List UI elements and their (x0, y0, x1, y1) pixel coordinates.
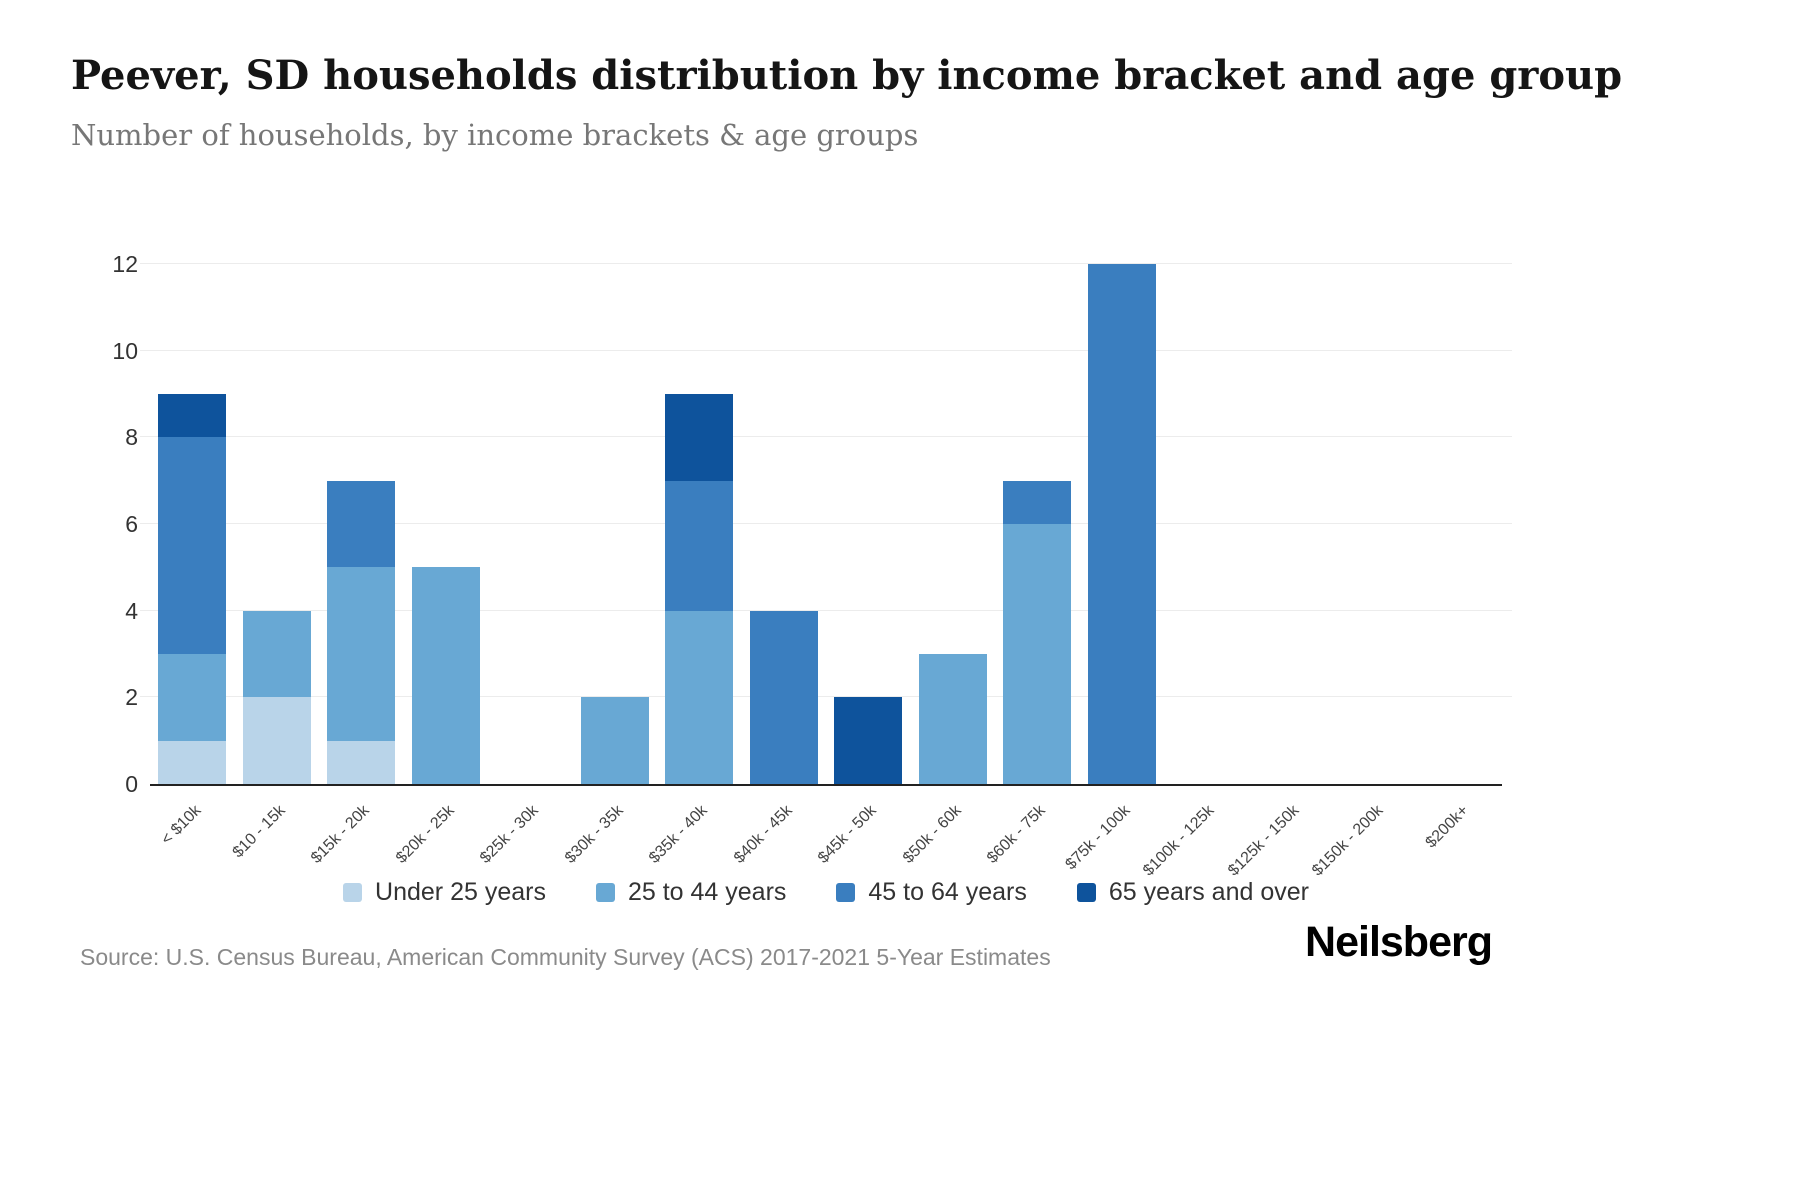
x-tick-label: $25k - 30k (477, 802, 543, 867)
legend-item[interactable]: Under 25 years (343, 878, 546, 907)
gridline (140, 609, 1512, 611)
x-tick-label: $35k - 40k (646, 802, 712, 867)
x-tick-label: $20k - 25k (393, 802, 459, 867)
bar-segment[interactable] (158, 437, 226, 654)
legend-swatch (595, 883, 615, 902)
x-tick-label: < $10k (157, 802, 205, 849)
chart: 0 2 4 6 8 10 12 < $10k $10 - 15k $15k - 20k $20k … (80, 251, 1560, 924)
legend-label: Under 25 years (375, 878, 546, 906)
bar-segment[interactable] (327, 480, 395, 568)
bar-segment[interactable] (243, 610, 311, 698)
legend-swatch (343, 883, 363, 902)
x-tick-label: $10 - 15k (229, 802, 290, 862)
legend-item[interactable]: 25 to 44 years (595, 878, 787, 907)
bar-segment[interactable] (158, 654, 226, 741)
y-tick-label: 4 (125, 597, 138, 624)
y-tick-label: 6 (125, 511, 138, 537)
bar-segment[interactable] (1003, 524, 1071, 784)
legend-label: 45 to 64 years (868, 878, 1027, 906)
bar-segment[interactable] (750, 610, 818, 784)
bar-segment[interactable] (243, 697, 311, 784)
x-tick-label: $40k - 45k (731, 802, 797, 867)
bar-segment[interactable] (1088, 264, 1156, 784)
y-tick-label: 2 (125, 684, 138, 711)
y-tick-label: 8 (125, 424, 138, 451)
y-tick-label: 10 (112, 337, 138, 364)
bar-segment[interactable] (158, 394, 226, 438)
x-tick-label: $75k - 100k (1062, 802, 1135, 874)
x-tick-label: $200k+ (1422, 802, 1473, 852)
legend-item[interactable]: 65 years and over (1076, 878, 1309, 907)
legend-label: 65 years and over (1108, 878, 1309, 906)
x-tick-label: $15k - 20k (308, 802, 374, 867)
legend-label: 25 to 44 years (627, 878, 787, 906)
legend: Under 25 years 25 to 44 years 45 to 64 yea… (150, 878, 1502, 907)
bar-segment[interactable] (327, 567, 395, 741)
bar-segment[interactable] (327, 740, 395, 784)
gridline (140, 696, 1512, 698)
x-tick-label: $50k - 60k (900, 802, 966, 867)
bar-segment[interactable] (1003, 480, 1071, 524)
bar-segment[interactable] (412, 567, 480, 784)
bar-segment[interactable] (665, 394, 733, 481)
gridline (140, 523, 1512, 524)
y-tick-label: 0 (125, 771, 138, 797)
gridline (140, 349, 1512, 351)
y-axis: 0 2 4 6 8 10 12 (80, 251, 138, 797)
y-tick-label: 12 (112, 251, 138, 277)
gridline (140, 263, 1512, 264)
legend-item[interactable]: 45 to 64 years (836, 878, 1027, 907)
plot-area (140, 263, 1512, 786)
bar-segment[interactable] (919, 654, 987, 784)
x-tick-label: $30k - 35k (562, 802, 628, 867)
source-text: Source: U.S. Census Bureau, American Com… (80, 944, 1051, 970)
chart-subtitle: Number of households, by income brackets… (71, 118, 919, 152)
x-tick-label: $45k - 50k (815, 802, 881, 867)
chart-title: Peever, SD households distribution by in… (71, 52, 1623, 99)
bar-segment[interactable] (581, 697, 649, 784)
bar-segment[interactable] (665, 480, 733, 611)
x-tick-label: $125k - 150k (1225, 802, 1304, 880)
brand-logo: Neilsberg (1305, 918, 1493, 966)
bar-segment[interactable] (834, 697, 902, 784)
bar-segment[interactable] (665, 610, 733, 784)
x-tick-label: $60k - 75k (984, 802, 1050, 867)
bar-segment[interactable] (158, 740, 226, 784)
legend-swatch (836, 883, 856, 902)
x-tick-label: $150k - 200k (1309, 802, 1388, 880)
x-tick-label: $100k - 125k (1140, 802, 1219, 880)
legend-swatch (1076, 883, 1096, 902)
gridline (140, 436, 1512, 438)
